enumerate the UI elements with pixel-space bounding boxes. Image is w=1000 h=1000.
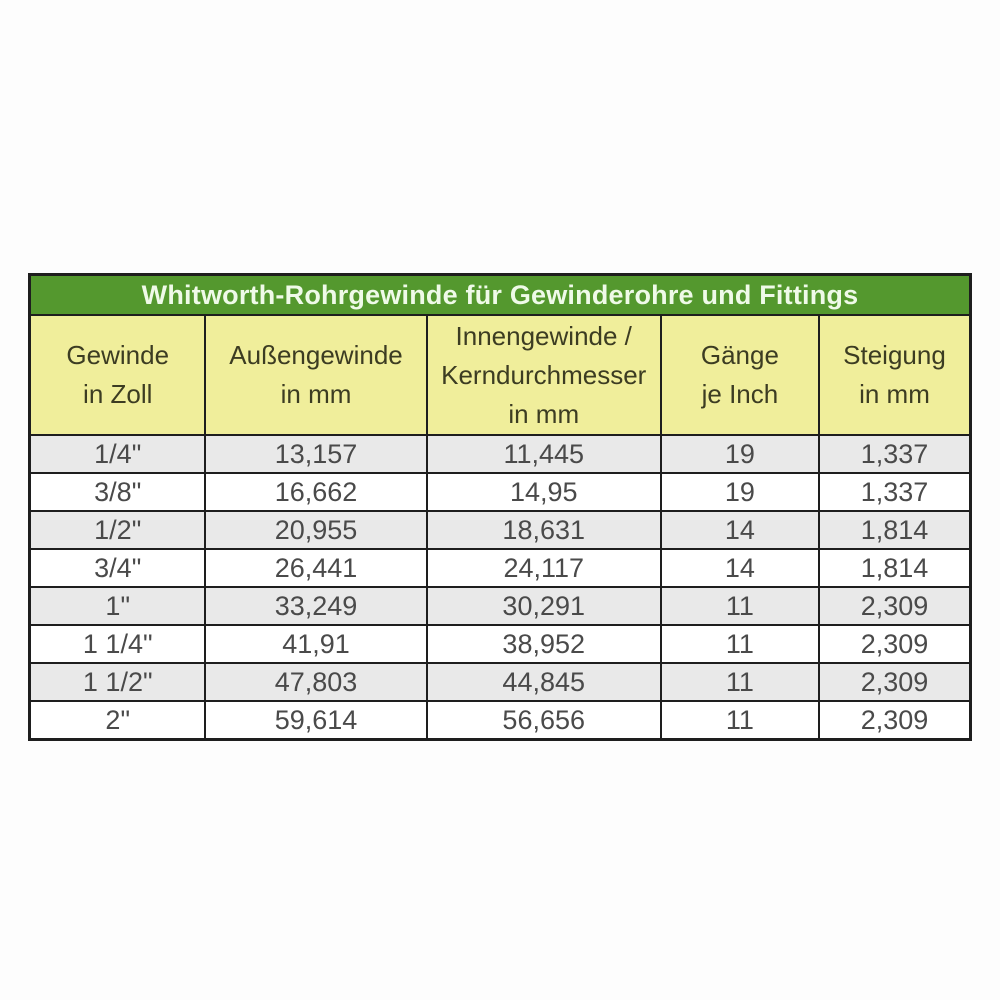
table-cell: 18,631	[425, 510, 662, 550]
table-cell: 1 1/2"	[28, 662, 207, 702]
table-cell: 38,952	[425, 624, 662, 664]
table-cell: 2"	[28, 700, 207, 741]
table-row: 2" 59,614 56,656 11 2,309	[28, 700, 972, 741]
table-cell: 41,91	[204, 624, 428, 664]
table-cell: 11,445	[425, 434, 662, 474]
table-cell: 14	[659, 548, 820, 588]
thread-spec-table-container: Whitworth-Rohrgewinde für Gewinderohre u…	[28, 273, 972, 741]
table-cell: 59,614	[204, 700, 428, 741]
table-row: 3/4" 26,441 24,117 14 1,814	[28, 548, 972, 588]
table-row: 1 1/4" 41,91 38,952 11 2,309	[28, 624, 972, 664]
table-cell: 33,249	[204, 586, 428, 626]
table-cell: 3/4"	[28, 548, 207, 588]
table-title: Whitworth-Rohrgewinde für Gewinderohre u…	[28, 273, 972, 316]
table-row: 1" 33,249 30,291 11 2,309	[28, 586, 972, 626]
table-cell: 11	[659, 662, 820, 702]
column-header-aussengewinde-mm: Außengewinde in mm	[204, 314, 428, 436]
table-cell: 1"	[28, 586, 207, 626]
table-cell: 2,309	[817, 662, 972, 702]
table-cell: 1,337	[817, 434, 972, 474]
table-cell: 1 1/4"	[28, 624, 207, 664]
column-header-gewinde-in-zoll: Gewinde in Zoll	[28, 314, 207, 436]
table-row: 1 1/2" 47,803 44,845 11 2,309	[28, 662, 972, 702]
table-cell: 1,337	[817, 472, 972, 512]
table-cell: 19	[659, 434, 820, 474]
table-cell: 16,662	[204, 472, 428, 512]
table-row: 3/8" 16,662 14,95 19 1,337	[28, 472, 972, 512]
table-title-row: Whitworth-Rohrgewinde für Gewinderohre u…	[28, 273, 972, 316]
table-cell: 11	[659, 586, 820, 626]
column-header-row: Gewinde in Zoll Außengewinde in mm Innen…	[28, 314, 972, 436]
column-header-gaenge-je-inch: Gänge je Inch	[659, 314, 820, 436]
table-cell: 2,309	[817, 700, 972, 741]
table-cell: 1/2"	[28, 510, 207, 550]
table-cell: 56,656	[425, 700, 662, 741]
table-cell: 3/8"	[28, 472, 207, 512]
table-row: 1/2" 20,955 18,631 14 1,814	[28, 510, 972, 550]
table-cell: 13,157	[204, 434, 428, 474]
table-cell: 24,117	[425, 548, 662, 588]
table-cell: 14,95	[425, 472, 662, 512]
table-cell: 14	[659, 510, 820, 550]
table-cell: 11	[659, 700, 820, 741]
table-cell: 26,441	[204, 548, 428, 588]
column-header-innengewinde-kerndurchmesser-mm: Innengewinde / Kerndurchmesser in mm	[425, 314, 662, 436]
thread-spec-table: Whitworth-Rohrgewinde für Gewinderohre u…	[28, 273, 972, 741]
column-header-steigung-mm: Steigung in mm	[817, 314, 972, 436]
table-cell: 1/4"	[28, 434, 207, 474]
table-cell: 2,309	[817, 624, 972, 664]
table-cell: 30,291	[425, 586, 662, 626]
table-cell: 1,814	[817, 548, 972, 588]
table-cell: 19	[659, 472, 820, 512]
table-cell: 20,955	[204, 510, 428, 550]
table-cell: 1,814	[817, 510, 972, 550]
table-cell: 2,309	[817, 586, 972, 626]
table-row: 1/4" 13,157 11,445 19 1,337	[28, 434, 972, 474]
table-body: 1/4" 13,157 11,445 19 1,337 3/8" 16,662 14,95 19…	[28, 434, 972, 741]
table-cell: 44,845	[425, 662, 662, 702]
table-cell: 47,803	[204, 662, 428, 702]
table-cell: 11	[659, 624, 820, 664]
